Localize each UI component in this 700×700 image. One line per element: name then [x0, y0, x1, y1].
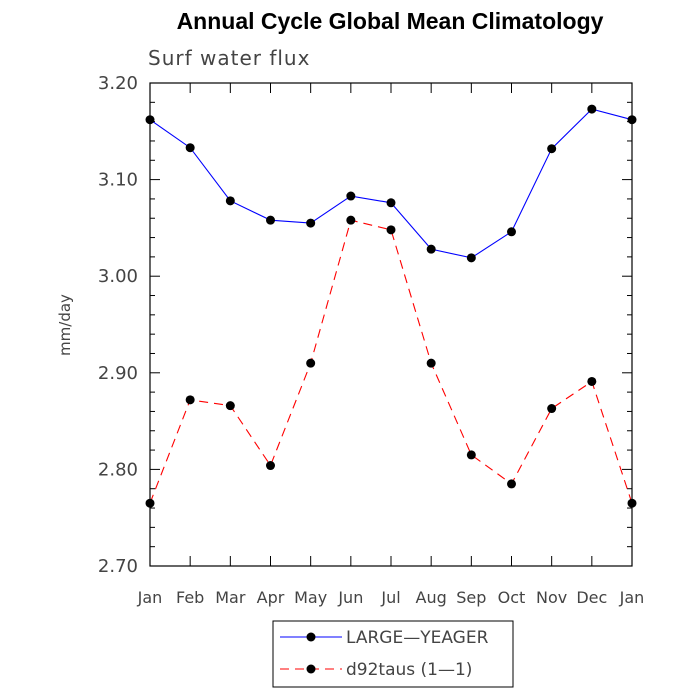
series-1-point	[627, 115, 637, 125]
y-tick-label: 3.10	[98, 170, 138, 191]
chart-title: Annual Cycle Global Mean Climatology	[176, 8, 604, 34]
series-1-point	[547, 144, 557, 154]
x-tick-label: Mar	[215, 588, 246, 607]
series-2-point	[587, 376, 597, 386]
series-2-point	[225, 401, 235, 411]
series-2-point	[426, 358, 436, 368]
series-2-point	[627, 498, 637, 508]
series-1-point	[426, 244, 436, 254]
legend-box	[272, 620, 514, 688]
x-tick-label: Aug	[416, 588, 447, 607]
x-tick-label: Jun	[337, 588, 363, 607]
series-line-1	[149, 108, 633, 259]
y-tick-label: 2.90	[98, 363, 138, 384]
series-layer	[145, 104, 637, 508]
series-1-point	[225, 196, 235, 206]
series-2-point	[185, 395, 195, 405]
y-tick-label: 3.20	[98, 73, 138, 94]
x-tick-label: Feb	[176, 588, 204, 607]
series-2-point	[507, 479, 516, 489]
plot-frame	[149, 82, 633, 567]
series-1-point	[346, 191, 356, 201]
x-axis: Jan Feb Mar Apr May Jun Jul Aug Sep Oct Nov Dec Jan	[137, 83, 645, 607]
x-tick-label: Jan	[619, 588, 645, 607]
plot-border	[149, 82, 633, 567]
series-2-point	[547, 404, 557, 414]
y-tick-label: 3.00	[98, 266, 138, 287]
legend-label-1: LARGE—YEAGER	[346, 628, 489, 648]
series-2-point	[306, 358, 316, 368]
x-tick-label: Nov	[536, 588, 567, 607]
series-2-point	[466, 450, 476, 460]
series-1-point	[386, 198, 396, 208]
x-tick-label: May	[294, 588, 327, 607]
y-tick-label: 2.80	[98, 459, 138, 480]
series-1-point	[466, 253, 476, 263]
y-axis: 2.70 2.80 2.90 3.00 3.10 3.20	[98, 73, 632, 577]
legend: LARGE—YEAGER d92taus (1—1)	[272, 620, 514, 688]
x-tick-label: Jul	[380, 588, 400, 607]
legend-marker-1	[306, 632, 316, 642]
y-tick-label: 2.70	[98, 556, 138, 577]
x-tick-label: Oct	[498, 588, 526, 607]
series-2-point	[145, 498, 155, 508]
series-1-point	[145, 115, 155, 125]
series-1-point	[587, 104, 597, 114]
series-line-2	[149, 219, 633, 504]
legend-label-2: d92taus (1—1)	[346, 660, 472, 680]
x-tick-label: Dec	[576, 588, 607, 607]
x-tick-label: Jan	[137, 588, 163, 607]
x-tick-label: Sep	[456, 588, 486, 607]
series-1-point	[306, 218, 316, 228]
legend-marker-2	[306, 664, 316, 674]
series-1-point	[185, 143, 195, 153]
series-1-point	[507, 227, 516, 237]
x-tick-label: Apr	[257, 588, 285, 607]
series-2-point	[346, 215, 356, 225]
series-2-point	[266, 461, 275, 471]
chart-subtitle: Surf water flux	[148, 46, 311, 70]
y-axis-label: mm/day	[56, 294, 74, 356]
series-1-point	[266, 215, 275, 225]
series-2-point	[386, 225, 396, 235]
